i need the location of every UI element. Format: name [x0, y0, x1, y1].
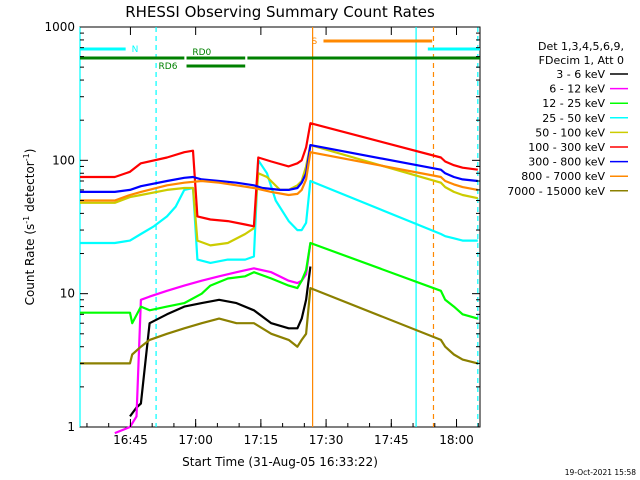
y-tick-label-3: 1000	[44, 20, 75, 34]
legend-label-8: 7000 - 15000 keV	[507, 185, 605, 198]
series-line-6-0	[80, 144, 478, 193]
legend-label-6: 300 - 800 keV	[528, 156, 605, 169]
y-tick-label-1: 10	[60, 287, 75, 301]
legend-label-1: 6 - 12 keV	[549, 83, 605, 96]
flag-label-rd0: RD0	[192, 48, 211, 58]
series-line-5-0	[80, 122, 478, 228]
y-axis-ticks: 1 10 100 1000	[44, 20, 480, 434]
legend-label-2: 12 - 25 keV	[542, 97, 605, 110]
legend-label-5: 100 - 300 keV	[528, 141, 605, 154]
x-axis-label: Start Time (31-Aug-05 16:33:22)	[182, 455, 378, 469]
series-line-2-0	[80, 241, 479, 325]
generated-timestamp: 19-Oct-2021 15:58	[565, 468, 636, 477]
legend: Det 1,3,4,5,6,9, FDecim 1, Att 0 3 - 6 k…	[507, 40, 628, 198]
legend-label-4: 50 - 100 keV	[535, 126, 605, 139]
x-tick-label-3: 17:30	[309, 433, 344, 447]
legend-header-line-1: Det 1,3,4,5,6,9,	[538, 40, 624, 53]
y-tick-label-2: 100	[52, 153, 75, 167]
data-series	[80, 122, 479, 435]
flag-label-s: S	[311, 37, 317, 47]
series-line-1-0	[114, 242, 312, 435]
legend-label-0: 3 - 6 keV	[556, 68, 605, 81]
chart-title: RHESSI Observing Summary Count Rates	[125, 3, 435, 21]
x-tick-label-4: 17:45	[374, 433, 409, 447]
series-line-3-0	[80, 159, 478, 264]
series-line-8-0	[80, 287, 479, 365]
x-tick-label-0: 16:45	[113, 433, 148, 447]
y-tick-label-0: 1	[67, 420, 75, 434]
legend-label-7: 800 - 7000 keV	[521, 170, 605, 183]
legend-label-3: 25 - 50 keV	[542, 112, 605, 125]
flag-label-n: N	[132, 45, 139, 55]
x-tick-label-1: 17:00	[178, 433, 213, 447]
series-line-7-0	[80, 151, 478, 202]
flag-bars: N RD0 RD6 S	[80, 37, 480, 72]
flag-label-rd6: RD6	[159, 62, 178, 72]
x-axis-ticks: 16:45 17:00 17:15 17:30 17:45 18:00	[86, 27, 479, 447]
y-axis-label: Count Rate (s-1 detector-1)	[22, 149, 37, 306]
x-tick-label-2: 17:15	[244, 433, 279, 447]
vertical-marker-lines	[79, 27, 479, 427]
x-tick-label-5: 18:00	[439, 433, 474, 447]
series-line-0-0	[129, 266, 312, 418]
legend-header-line-2: FDecim 1, Att 0	[539, 54, 624, 67]
